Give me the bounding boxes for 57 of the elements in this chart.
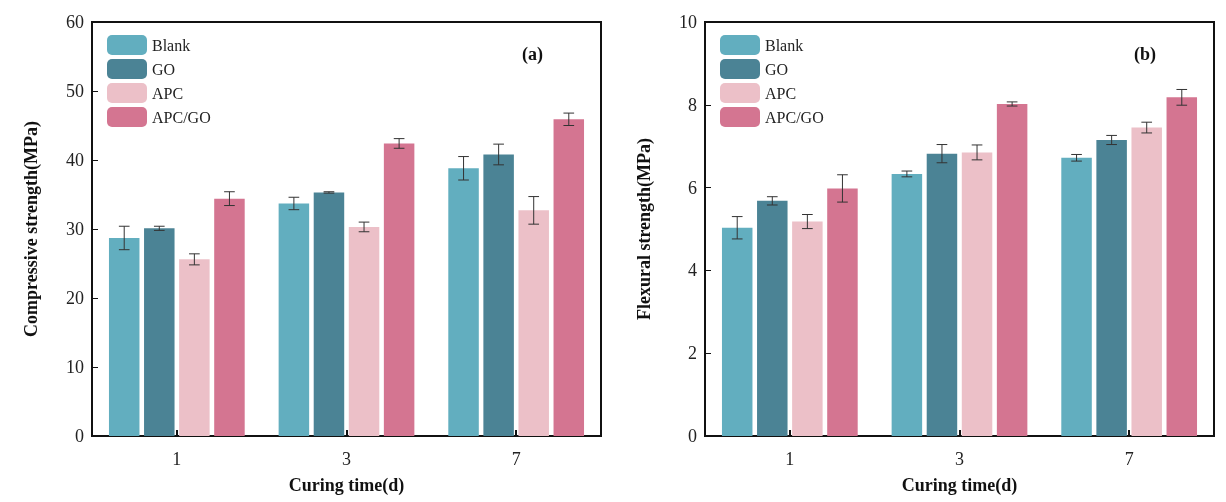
y-tick-label: 20	[66, 288, 84, 308]
y-tick-label: 50	[66, 81, 84, 101]
bar	[996, 103, 1028, 436]
x-axis-title: Curing time(d)	[901, 475, 1018, 496]
legend-label: APC	[765, 84, 797, 102]
bar	[214, 198, 245, 436]
bar	[553, 119, 585, 436]
bar	[448, 168, 479, 436]
legend-label: APC/GO	[152, 108, 211, 126]
y-axis-title: Flexural strength(MPa)	[634, 137, 655, 321]
bar	[926, 153, 958, 436]
y-tick-label: 4	[688, 260, 697, 281]
y-tick-label: 10	[66, 357, 84, 377]
x-tick-label: 7	[511, 449, 521, 469]
y-tick-label: 60	[66, 12, 84, 32]
bar	[827, 188, 858, 436]
y-tick-label: 0	[75, 426, 84, 446]
bar	[144, 228, 175, 436]
legend-label: GO	[765, 60, 789, 78]
legend-label: GO	[152, 60, 176, 78]
y-tick-label: 30	[66, 219, 84, 239]
x-tick-label: 3	[342, 449, 351, 469]
x-tick-label: 1	[172, 449, 182, 469]
bar	[383, 143, 415, 436]
y-tick-label: 2	[688, 343, 697, 364]
bar	[1131, 127, 1162, 436]
annotation: (a)	[522, 44, 544, 65]
y-tick-label: 8	[688, 94, 697, 115]
bar	[518, 210, 549, 436]
y-tick-label: 10	[679, 12, 697, 32]
bar	[891, 173, 923, 436]
bar	[278, 203, 310, 436]
bar	[1096, 139, 1127, 436]
legend-label: Blank	[765, 36, 804, 54]
y-axis-title: Compressive strength(MPa)	[21, 121, 42, 337]
y-tick-label: 6	[688, 177, 697, 198]
bar	[313, 192, 345, 436]
legend-label: APC/GO	[765, 108, 824, 126]
bar	[483, 154, 514, 436]
bar	[721, 227, 753, 436]
bar	[1061, 157, 1092, 436]
y-tick-label: 0	[688, 426, 697, 446]
bar	[961, 152, 993, 436]
x-tick-label: 7	[1124, 449, 1134, 469]
annotation: (b)	[1134, 44, 1157, 65]
bar	[108, 237, 140, 436]
legend-label: APC	[152, 84, 184, 102]
legend-label: Blank	[152, 36, 191, 54]
bar	[757, 200, 788, 436]
x-tick-label: 1	[785, 449, 795, 469]
x-tick-label: 3	[955, 449, 964, 469]
y-tick-label: 40	[66, 150, 84, 170]
bar	[179, 259, 210, 436]
bar	[1166, 97, 1198, 436]
bar	[348, 226, 380, 436]
x-axis-title: Curing time(d)	[288, 475, 405, 496]
bar	[792, 221, 823, 436]
